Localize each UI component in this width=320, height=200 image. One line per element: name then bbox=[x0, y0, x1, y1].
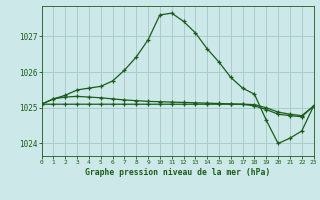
X-axis label: Graphe pression niveau de la mer (hPa): Graphe pression niveau de la mer (hPa) bbox=[85, 168, 270, 177]
